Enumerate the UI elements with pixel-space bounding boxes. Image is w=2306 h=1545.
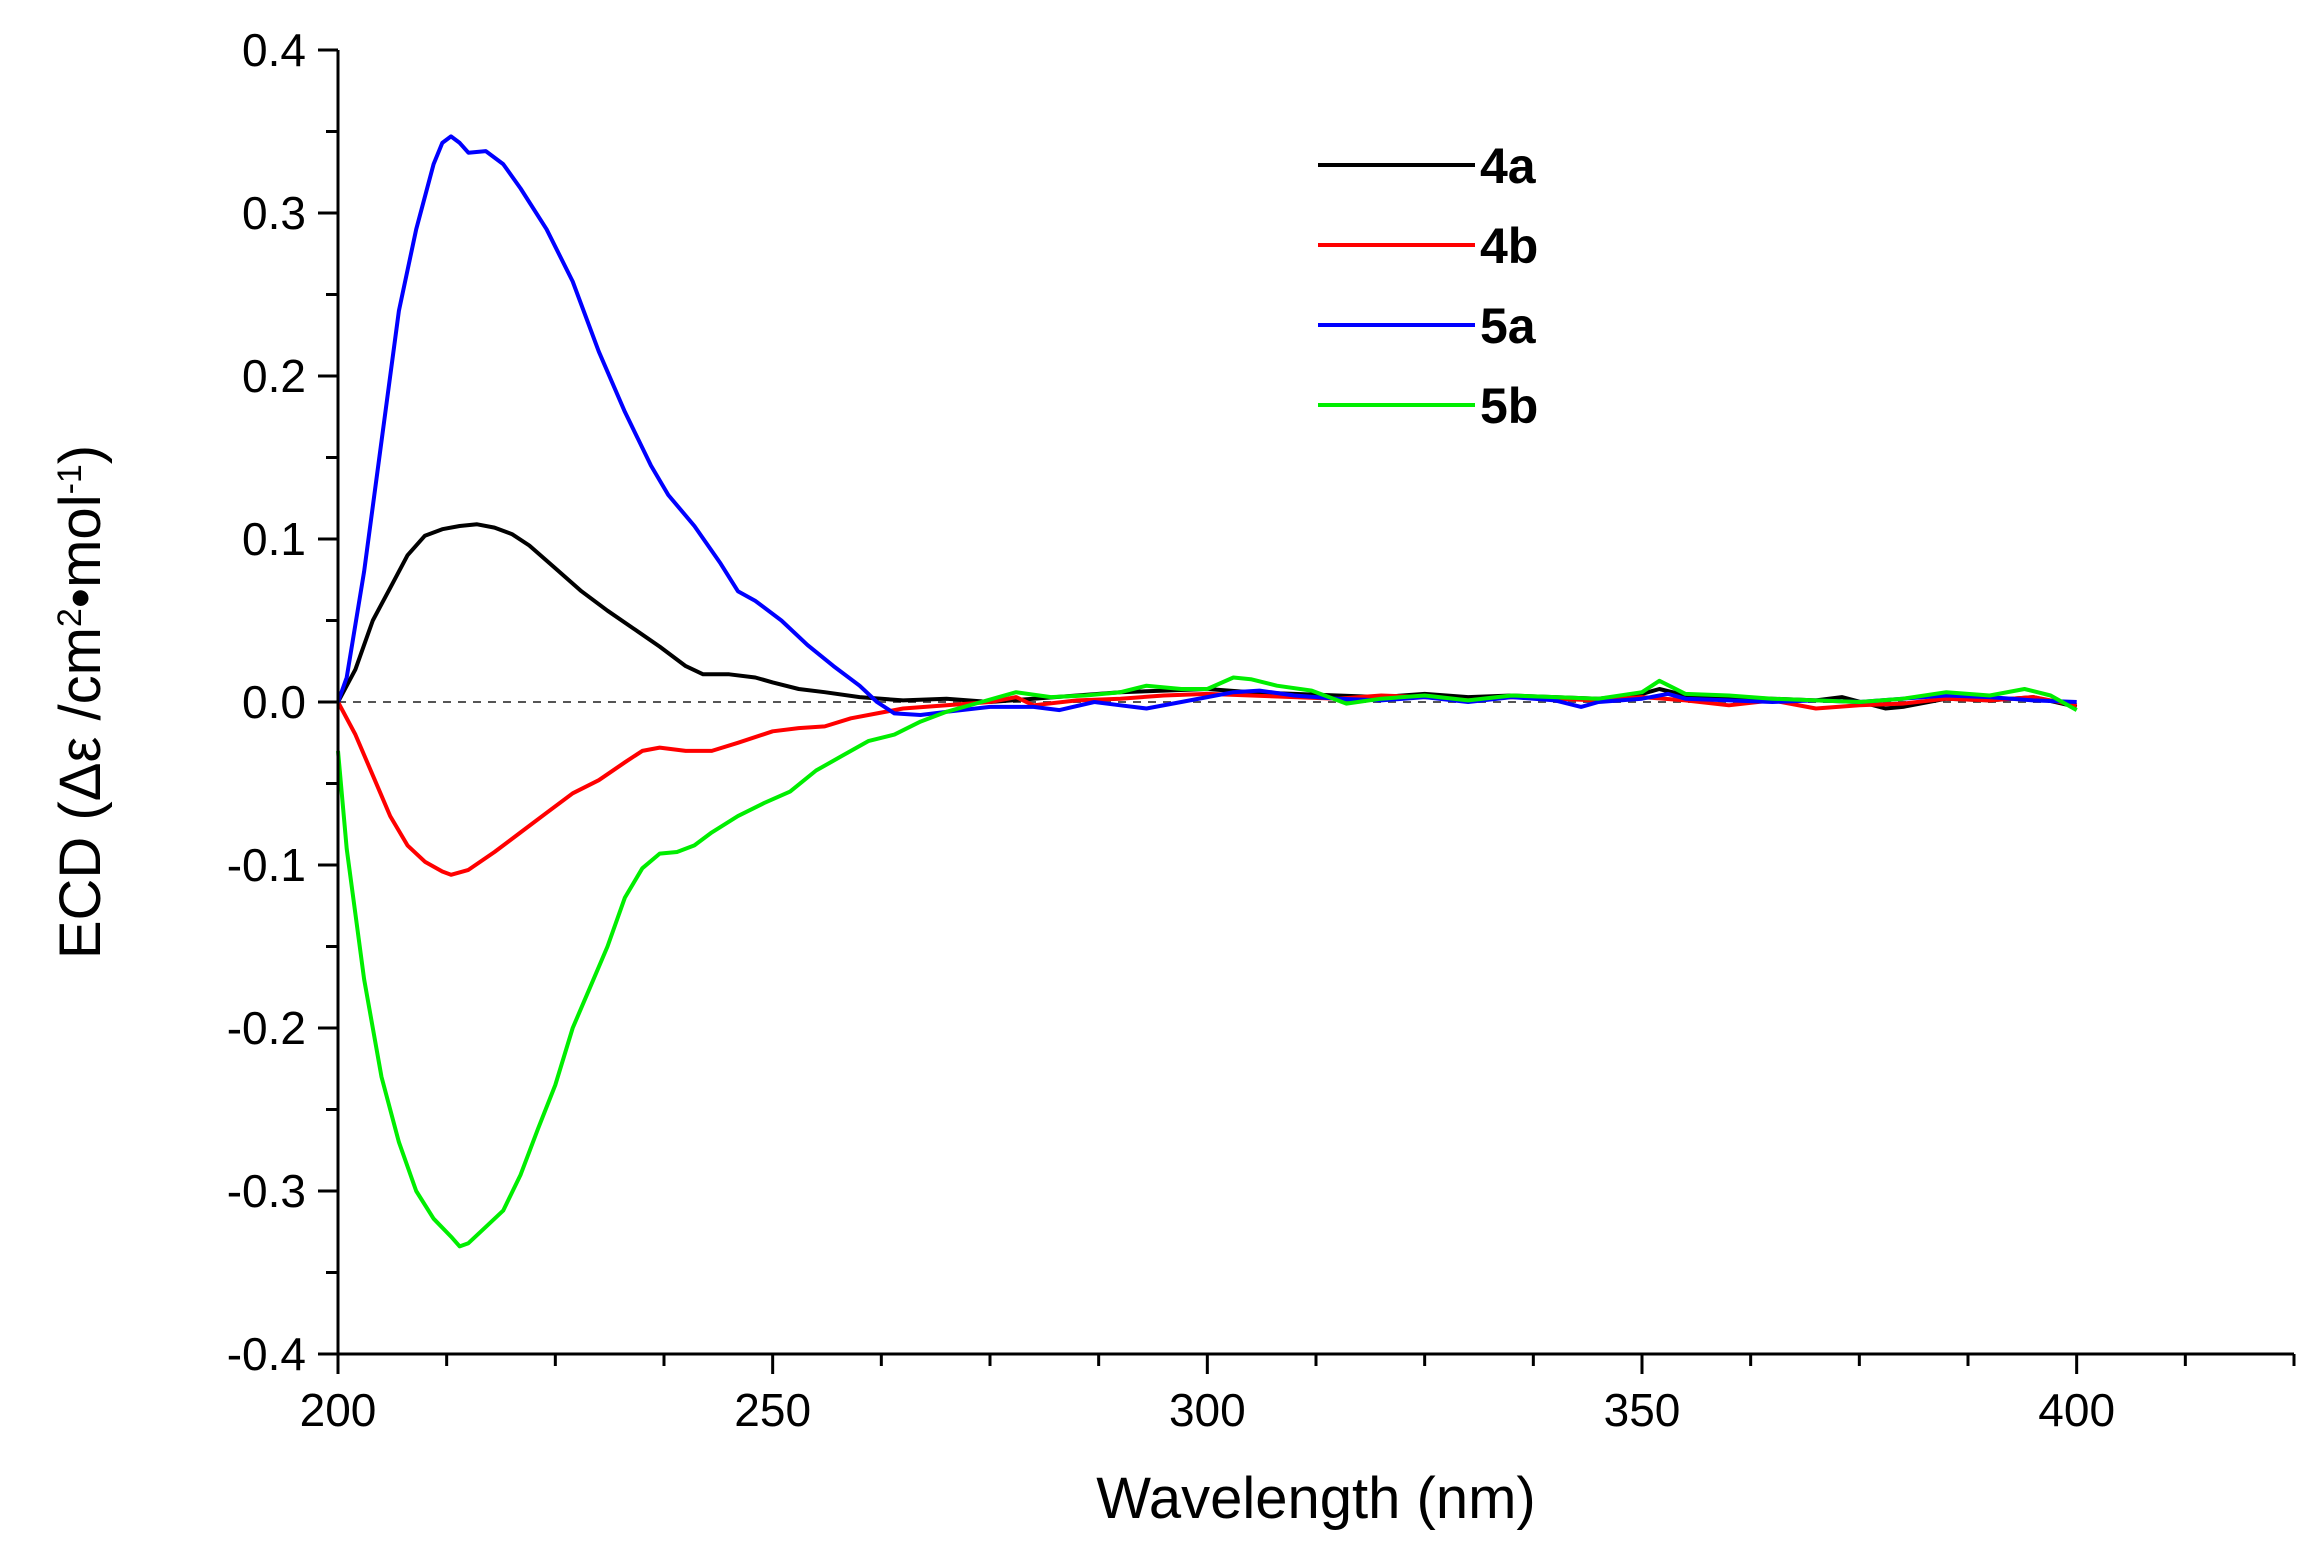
y-axis-title-sup1: 2 — [51, 608, 89, 627]
series-layer — [336, 134, 2078, 1249]
y-tick-label: 0.3 — [242, 187, 306, 239]
x-tick-label: 350 — [1604, 1384, 1681, 1436]
legend-label-4a: 4a — [1480, 138, 1537, 194]
legend-label-5a: 5a — [1480, 298, 1537, 354]
y-tick-label: -0.3 — [227, 1165, 306, 1217]
series-line-5b — [336, 675, 2078, 1249]
x-tick-label: 400 — [2038, 1384, 2115, 1436]
y-tick-label: 0.2 — [242, 350, 306, 402]
y-tick-label: 0.4 — [242, 24, 306, 76]
y-tick-label: -0.2 — [227, 1002, 306, 1054]
y-tick-label: 0.1 — [242, 513, 306, 565]
x-axis-ticks: 200 250 300 350 400 — [300, 1354, 2296, 1436]
y-axis-ticks: -0.4 -0.3 -0.2 -0.1 0.0 0.1 0.2 0.3 0.4 — [227, 24, 338, 1380]
y-axis-title: ECD (Δε /cm2•mol-1) — [48, 445, 113, 959]
series-line-4b — [336, 691, 2078, 877]
y-axis-title-mid: •mol — [48, 494, 113, 608]
x-tick-label: 200 — [300, 1384, 377, 1436]
series-line-5a — [336, 134, 2077, 717]
series-line-4a — [336, 522, 2078, 711]
x-axis-title: Wavelength (nm) — [1096, 1466, 1535, 1531]
y-tick-label: -0.4 — [227, 1328, 306, 1380]
y-tick-label: -0.1 — [227, 839, 306, 891]
x-tick-label: 250 — [734, 1384, 811, 1436]
legend: 4a 4b 5a 5b — [1318, 138, 1538, 434]
x-tick-label: 300 — [1169, 1384, 1246, 1436]
y-axis-title-end: ) — [48, 445, 113, 464]
legend-label-4b: 4b — [1480, 218, 1538, 274]
y-axis-title-sup2: -1 — [51, 464, 89, 494]
y-axis-title-main: ECD (Δε /cm — [48, 627, 113, 959]
y-tick-label: 0.0 — [242, 676, 306, 728]
legend-label-5b: 5b — [1480, 378, 1538, 434]
